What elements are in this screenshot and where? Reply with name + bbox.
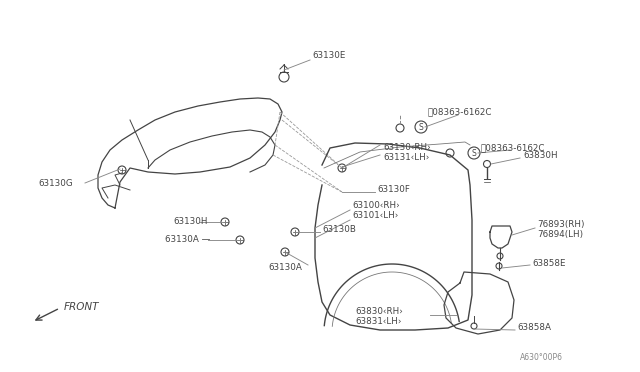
- Text: A630°00P6: A630°00P6: [520, 353, 563, 362]
- Text: 63130G: 63130G: [38, 179, 72, 187]
- Text: Ⓢ08363-6162C: Ⓢ08363-6162C: [428, 108, 493, 116]
- Text: S: S: [472, 148, 476, 157]
- Text: 63130‹RH›: 63130‹RH›: [383, 144, 431, 153]
- Text: 63858A: 63858A: [517, 324, 551, 333]
- Text: FRONT: FRONT: [64, 302, 99, 312]
- Text: 63130A —: 63130A —: [165, 235, 211, 244]
- Text: 63100‹RH›: 63100‹RH›: [352, 201, 399, 209]
- Text: 63130A: 63130A: [268, 263, 302, 273]
- Text: 63130B: 63130B: [322, 225, 356, 234]
- Text: 63130H: 63130H: [173, 218, 207, 227]
- Text: 63130F: 63130F: [377, 186, 410, 195]
- Circle shape: [415, 121, 427, 133]
- Text: S: S: [419, 122, 424, 131]
- Text: 63830H: 63830H: [523, 151, 557, 160]
- Text: Ⓢ08363-6162C: Ⓢ08363-6162C: [481, 144, 545, 153]
- Circle shape: [468, 147, 480, 159]
- Text: 76894(LH): 76894(LH): [537, 230, 583, 238]
- Text: 63858E: 63858E: [532, 259, 566, 267]
- Text: 76893(RH): 76893(RH): [537, 219, 584, 228]
- Text: 63831‹LH›: 63831‹LH›: [355, 317, 401, 327]
- Text: 63131‹LH›: 63131‹LH›: [383, 154, 429, 163]
- Text: 63130E: 63130E: [312, 51, 346, 61]
- Text: 63830‹RH›: 63830‹RH›: [355, 308, 403, 317]
- Text: 63101‹LH›: 63101‹LH›: [352, 211, 398, 219]
